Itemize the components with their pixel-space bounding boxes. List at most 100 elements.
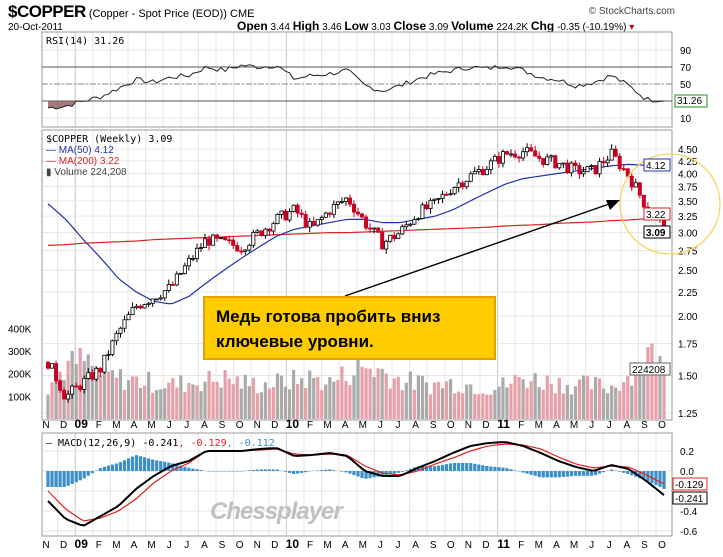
candle-body xyxy=(476,169,481,173)
month-label: A xyxy=(201,420,208,431)
month-label: A xyxy=(131,540,138,551)
volume-bar xyxy=(203,381,207,419)
macd-histogram-bar xyxy=(259,469,263,471)
volume-bar xyxy=(457,391,461,419)
candle-body xyxy=(190,258,195,260)
macd-histogram-bar xyxy=(477,464,481,471)
month-label: M xyxy=(323,420,331,431)
candle-body xyxy=(460,182,465,188)
month-label: O xyxy=(447,420,455,431)
macd-histogram-bar xyxy=(444,464,449,471)
candle-body xyxy=(364,216,369,229)
month-label: M xyxy=(147,540,155,551)
candle-body xyxy=(343,197,348,202)
macd-histogram-bar xyxy=(581,471,586,476)
macd-histogram-bar xyxy=(58,471,62,487)
volume-bar xyxy=(122,389,127,419)
candle-body xyxy=(500,151,505,164)
volume-bar xyxy=(372,376,376,419)
macd-histogram-bar xyxy=(622,471,626,473)
macd-histogram-bar xyxy=(408,468,412,471)
candle-body xyxy=(207,238,212,246)
month-label: O xyxy=(447,540,455,551)
month-label: M xyxy=(147,420,155,431)
volume-bar xyxy=(243,374,247,419)
volume-bar xyxy=(344,381,348,419)
exchange: CME xyxy=(230,8,255,20)
macd-histogram-bar xyxy=(485,465,489,471)
volume-bar xyxy=(102,361,106,419)
volume-bar xyxy=(296,383,300,419)
macd-histogram-bar xyxy=(324,469,328,471)
candle-body xyxy=(380,231,385,250)
macd-value-box xyxy=(672,491,708,505)
macd-histogram-bar xyxy=(626,471,630,474)
month-label: M xyxy=(570,420,578,431)
volume-bar xyxy=(436,381,441,419)
macd-legend-part: — MACD(12,26,9) -0.241 xyxy=(46,438,178,449)
candle-body xyxy=(509,153,514,156)
rsi-value-label: 31.26 xyxy=(677,96,702,107)
macd-histogram-bar xyxy=(219,471,223,472)
macd-histogram-bar xyxy=(175,464,179,471)
volume-bar xyxy=(227,378,231,419)
volume-bar xyxy=(324,384,328,419)
price-tick-label: 3.50 xyxy=(678,197,698,208)
ma200-line xyxy=(47,217,665,246)
macd-histogram-bar xyxy=(368,471,372,479)
macd-histogram-bar xyxy=(565,471,569,477)
ma50-value-label: 4.12 xyxy=(646,161,666,172)
volume-bar xyxy=(634,362,638,419)
candle-body xyxy=(408,223,413,226)
volume-bar xyxy=(577,379,582,419)
volume-bar xyxy=(352,375,356,419)
macd-histogram-bar xyxy=(271,469,276,471)
macd-histogram-bar xyxy=(54,471,58,487)
candle-body xyxy=(243,249,248,252)
volume-bar xyxy=(525,388,529,419)
candle-body xyxy=(291,204,296,212)
macd-histogram-bar xyxy=(139,456,143,471)
volume-bar xyxy=(630,385,634,419)
macd-histogram-bar xyxy=(155,460,159,471)
candle-body xyxy=(412,219,417,225)
volume-label: Volume xyxy=(451,19,494,33)
volume-bar xyxy=(428,394,433,419)
rsi-line xyxy=(47,64,665,110)
candle-body xyxy=(569,162,574,174)
month-label: M xyxy=(112,420,120,431)
macd-histogram-bar xyxy=(457,463,461,471)
candle-body xyxy=(130,307,135,315)
macd-histogram-bar xyxy=(191,468,195,471)
volume-bar xyxy=(356,360,360,419)
volume-bar xyxy=(408,371,412,419)
candle-body xyxy=(186,258,191,267)
volume-bar xyxy=(167,382,171,419)
volume-bar xyxy=(94,366,98,419)
month-label: J xyxy=(378,420,383,431)
candle-body xyxy=(488,160,493,170)
volume-bar xyxy=(473,393,477,419)
volume-bar xyxy=(400,390,404,419)
candle-body xyxy=(517,156,522,159)
volume-bar xyxy=(231,384,235,419)
macd-histogram-bar xyxy=(98,468,102,471)
candle-body xyxy=(472,171,477,175)
candle-body xyxy=(633,182,638,188)
volume-bar xyxy=(275,373,280,419)
volume-bar xyxy=(553,393,557,419)
volume-bar xyxy=(263,382,268,419)
candle-body xyxy=(126,314,131,321)
rsi-value-box xyxy=(674,94,708,108)
volume-bar xyxy=(147,371,151,419)
candle-body xyxy=(182,265,187,274)
candle-body xyxy=(533,150,538,157)
macd-histogram-bar xyxy=(231,471,235,472)
macd-histogram-bar xyxy=(251,469,255,471)
candle-body xyxy=(114,333,119,342)
candle-body xyxy=(613,148,618,157)
macd-histogram-bar xyxy=(597,471,602,474)
signal-line xyxy=(47,443,665,522)
month-label: J xyxy=(184,420,189,431)
month-label: A xyxy=(342,540,349,551)
